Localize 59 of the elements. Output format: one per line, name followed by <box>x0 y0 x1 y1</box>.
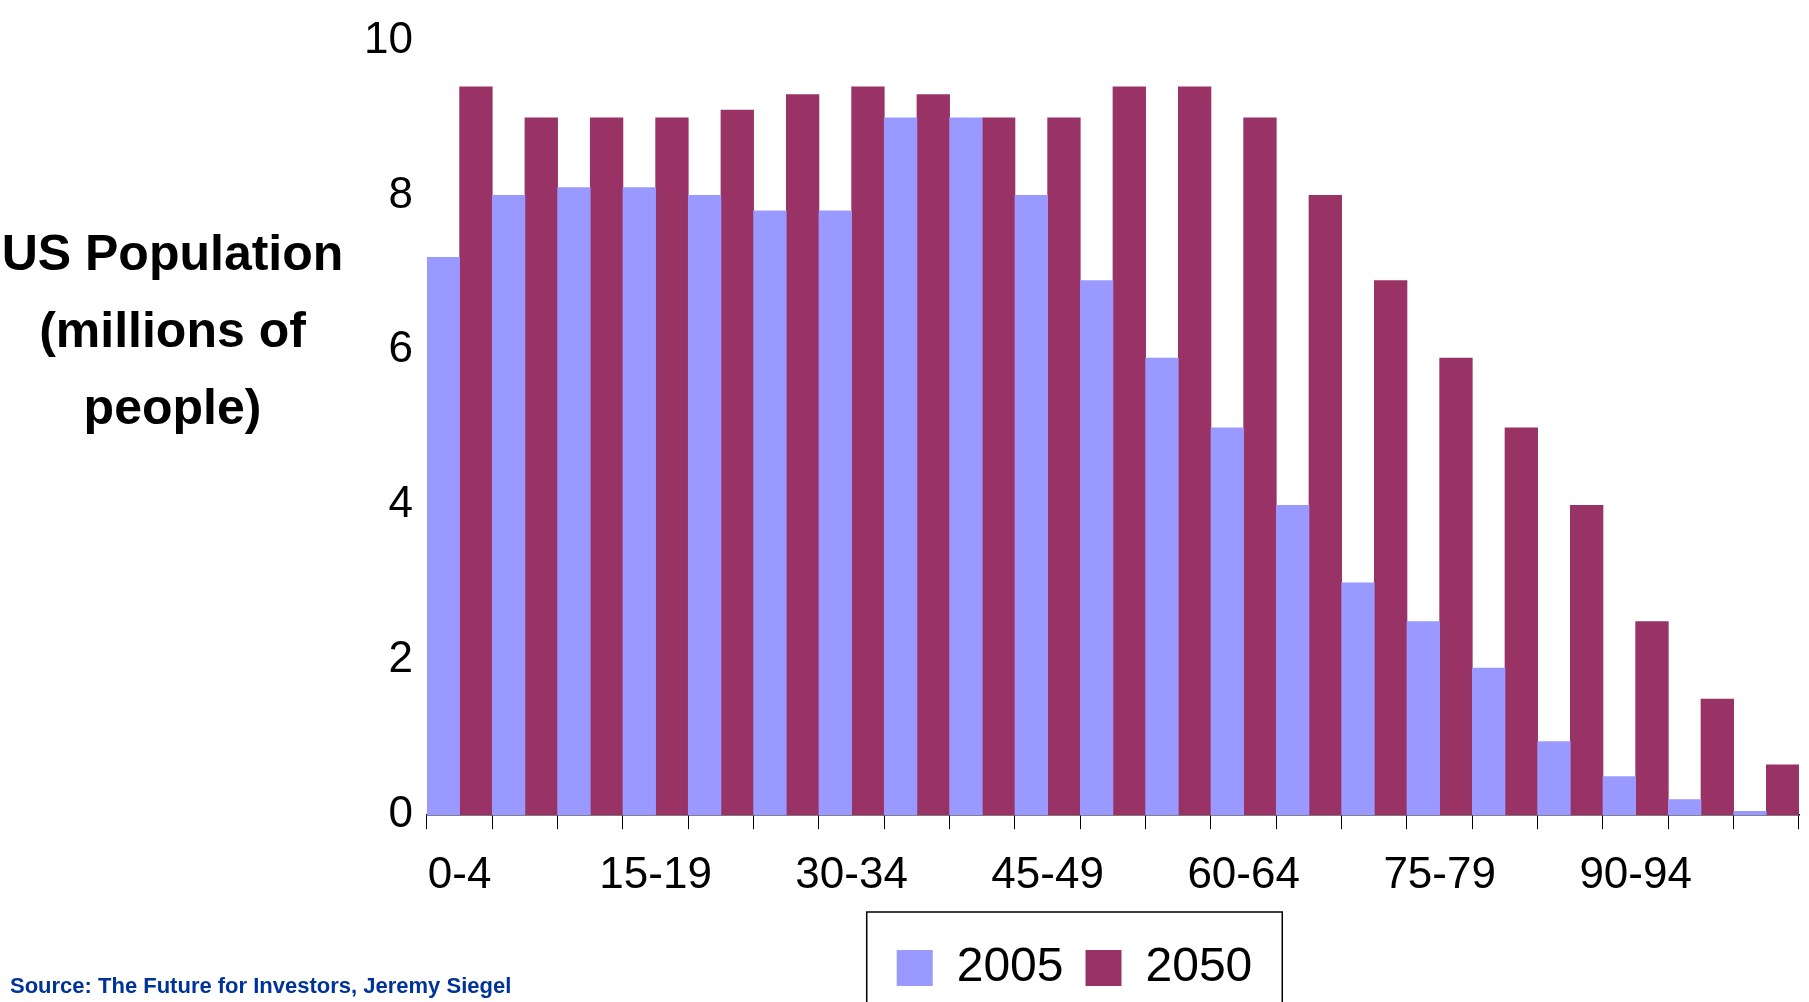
x-tick-label: 90-94 <box>1579 847 1692 897</box>
bar <box>916 94 950 816</box>
bar <box>818 210 852 816</box>
bar <box>655 117 689 816</box>
bar <box>1406 621 1440 816</box>
bar <box>1602 776 1636 816</box>
bar <box>557 187 591 816</box>
bar <box>981 117 1016 816</box>
bar <box>1177 86 1212 816</box>
bar <box>687 195 722 816</box>
bar <box>1569 504 1604 816</box>
bar <box>622 187 656 816</box>
y-tick-label: 8 <box>388 167 413 217</box>
x-tick-label: 45-49 <box>991 847 1104 897</box>
bar <box>1210 427 1244 816</box>
bar <box>1668 799 1702 816</box>
x-tick-label: 75-79 <box>1383 847 1496 897</box>
bar <box>949 117 983 816</box>
bar <box>1733 811 1767 816</box>
source-note: Source: The Future for Investors, Jeremy Siegel <box>10 973 512 999</box>
bar <box>1243 117 1277 816</box>
x-tick-label: 30-34 <box>795 847 908 897</box>
bar <box>1014 195 1048 816</box>
bar <box>426 257 460 816</box>
bar <box>524 117 558 816</box>
y-tick-label: 2 <box>388 632 413 682</box>
y-tick-label: 0 <box>388 787 413 837</box>
bar <box>1079 280 1114 816</box>
bar <box>1373 280 1408 816</box>
bar <box>1439 357 1473 816</box>
bar <box>1112 86 1146 816</box>
y-tick-label: 10 <box>363 12 413 62</box>
bar <box>720 109 754 816</box>
y-tick-label: 6 <box>388 322 413 372</box>
bar <box>851 86 885 816</box>
bar <box>1145 357 1179 816</box>
x-tick-label: 0-4 <box>427 847 492 897</box>
bar <box>1537 741 1571 816</box>
y-tick-label: 4 <box>388 477 413 527</box>
x-tick-label: 15-19 <box>599 847 712 897</box>
bar <box>1308 195 1342 816</box>
bar <box>1700 698 1734 816</box>
bar <box>1504 427 1538 816</box>
x-tick-label: 60-64 <box>1187 847 1300 897</box>
bar <box>1047 117 1081 816</box>
bar <box>491 195 526 816</box>
y-axis-title: US Population (millions of people) <box>0 224 345 437</box>
bar <box>785 94 820 816</box>
bar <box>589 117 624 816</box>
bar <box>459 86 493 816</box>
bar <box>1275 504 1310 816</box>
legend-label: 2050 <box>1145 938 1253 992</box>
bar <box>883 117 918 816</box>
bar <box>1635 621 1669 816</box>
bar <box>1341 582 1375 816</box>
bar <box>1471 667 1506 816</box>
bar <box>753 210 787 816</box>
bar <box>1766 764 1799 816</box>
legend-label: 2005 <box>956 938 1064 992</box>
